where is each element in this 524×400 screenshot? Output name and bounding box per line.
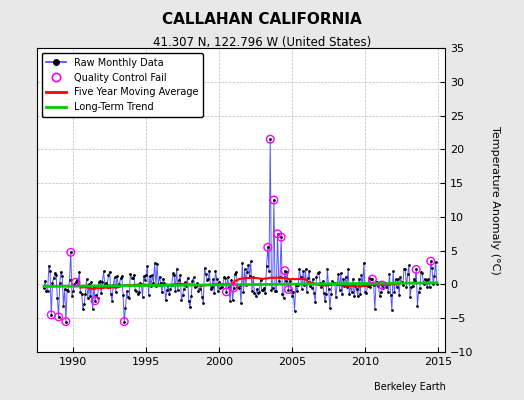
Point — [274, 230, 282, 237]
Point — [62, 318, 70, 325]
Point — [222, 289, 231, 295]
Point — [427, 258, 435, 264]
Point — [412, 266, 420, 273]
Point — [277, 234, 286, 240]
Text: CALLAHAN CALIFORNIA: CALLAHAN CALIFORNIA — [162, 12, 362, 27]
Point — [281, 268, 289, 274]
Point — [71, 279, 80, 285]
Point — [378, 282, 386, 288]
Point — [266, 136, 275, 142]
Point — [368, 276, 377, 282]
Point — [264, 244, 272, 250]
Point — [270, 197, 278, 203]
Point — [67, 249, 75, 256]
Point — [47, 312, 56, 318]
Y-axis label: Temperature Anomaly (°C): Temperature Anomaly (°C) — [490, 126, 500, 274]
Point — [91, 298, 99, 304]
Legend: Raw Monthly Data, Quality Control Fail, Five Year Moving Average, Long-Term Tren: Raw Monthly Data, Quality Control Fail, … — [41, 53, 203, 117]
Point — [120, 318, 128, 325]
Text: Berkeley Earth: Berkeley Earth — [374, 382, 445, 392]
Point — [230, 285, 238, 291]
Text: 41.307 N, 122.796 W (United States): 41.307 N, 122.796 W (United States) — [153, 36, 371, 49]
Point — [54, 314, 63, 320]
Point — [285, 286, 293, 293]
